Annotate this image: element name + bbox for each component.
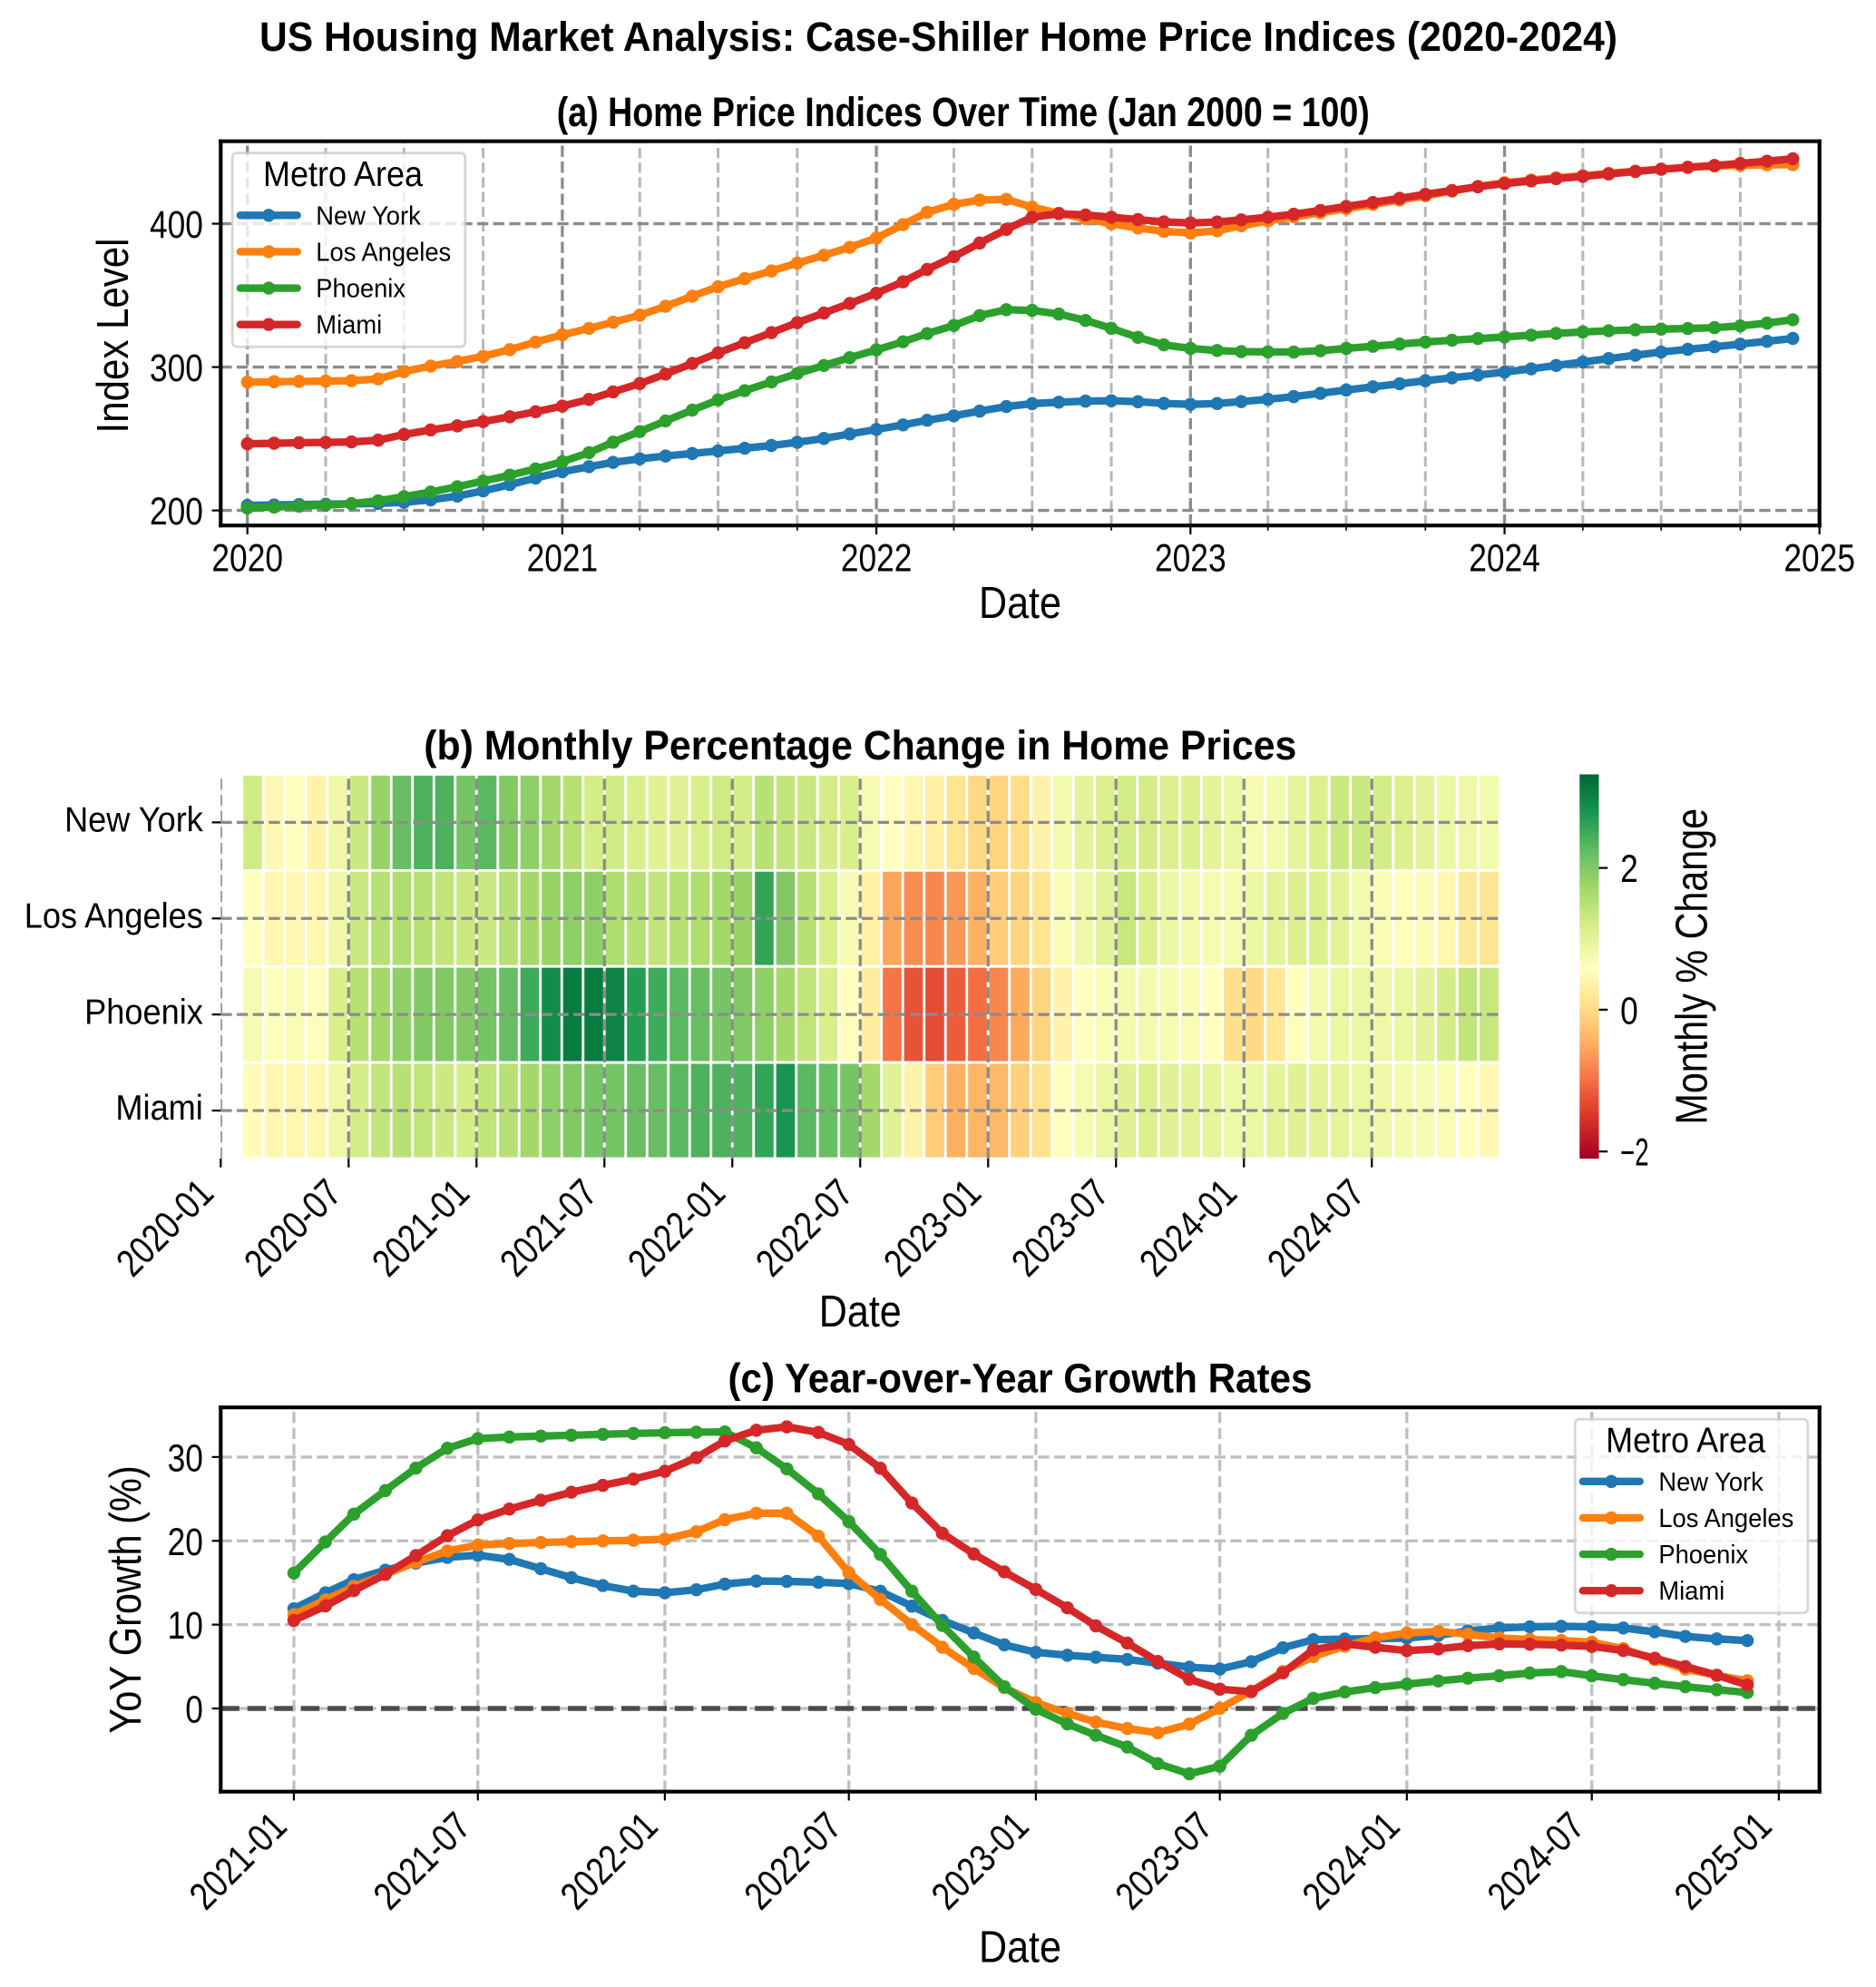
svg-text:300: 300 [150,347,203,390]
svg-text:0: 0 [1620,989,1638,1033]
svg-text:2025: 2025 [1783,537,1855,581]
svg-text:Monthly % Change: Monthly % Change [1667,808,1716,1125]
svg-text:Los Angeles: Los Angeles [1658,1504,1793,1533]
svg-text:Index Level: Index Level [89,238,138,433]
svg-text:New York: New York [316,201,421,230]
svg-text:20: 20 [168,1521,203,1564]
svg-text:Miami: Miami [316,311,382,340]
svg-text:Los Angeles: Los Angeles [24,896,203,935]
svg-text:Metro Area: Metro Area [1606,1422,1765,1461]
svg-text:Phoenix: Phoenix [1658,1541,1748,1570]
svg-text:Los Angeles: Los Angeles [316,238,451,267]
svg-text:Miami: Miami [1658,1577,1725,1606]
svg-text:10: 10 [168,1604,203,1648]
svg-text:2020: 2020 [211,537,283,581]
svg-text:Metro Area: Metro Area [263,155,423,194]
svg-text:YoY Growth (%): YoY Growth (%) [102,1465,151,1733]
svg-text:30: 30 [168,1436,203,1480]
svg-text:Miami: Miami [115,1089,202,1128]
svg-text:2023: 2023 [1155,537,1226,581]
svg-text:Date: Date [819,1287,902,1336]
svg-text:Date: Date [979,579,1061,628]
svg-text:−2: −2 [1620,1131,1648,1175]
svg-text:(a) Home Price Indices Over Ti: (a) Home Price Indices Over Time (Jan 20… [557,89,1370,135]
svg-text:(b) Monthly Percentage Change: (b) Monthly Percentage Change in Home Pr… [424,722,1296,768]
svg-text:(c) Year-over-Year Growth Rate: (c) Year-over-Year Growth Rates [728,1356,1312,1402]
svg-text:New York: New York [64,801,203,840]
svg-text:2022: 2022 [841,537,913,581]
svg-text:US Housing Market Analysis: Ca: US Housing Market Analysis: Case-Shiller… [259,14,1617,60]
svg-text:Date: Date [979,1923,1061,1972]
svg-text:0: 0 [185,1688,203,1731]
svg-text:2021: 2021 [527,537,599,581]
svg-text:400: 400 [150,203,203,247]
svg-text:2: 2 [1620,847,1638,891]
svg-text:2024: 2024 [1469,537,1540,581]
svg-text:200: 200 [150,490,203,533]
svg-text:Phoenix: Phoenix [84,993,203,1032]
svg-text:New York: New York [1658,1468,1764,1497]
svg-text:Phoenix: Phoenix [316,275,405,304]
